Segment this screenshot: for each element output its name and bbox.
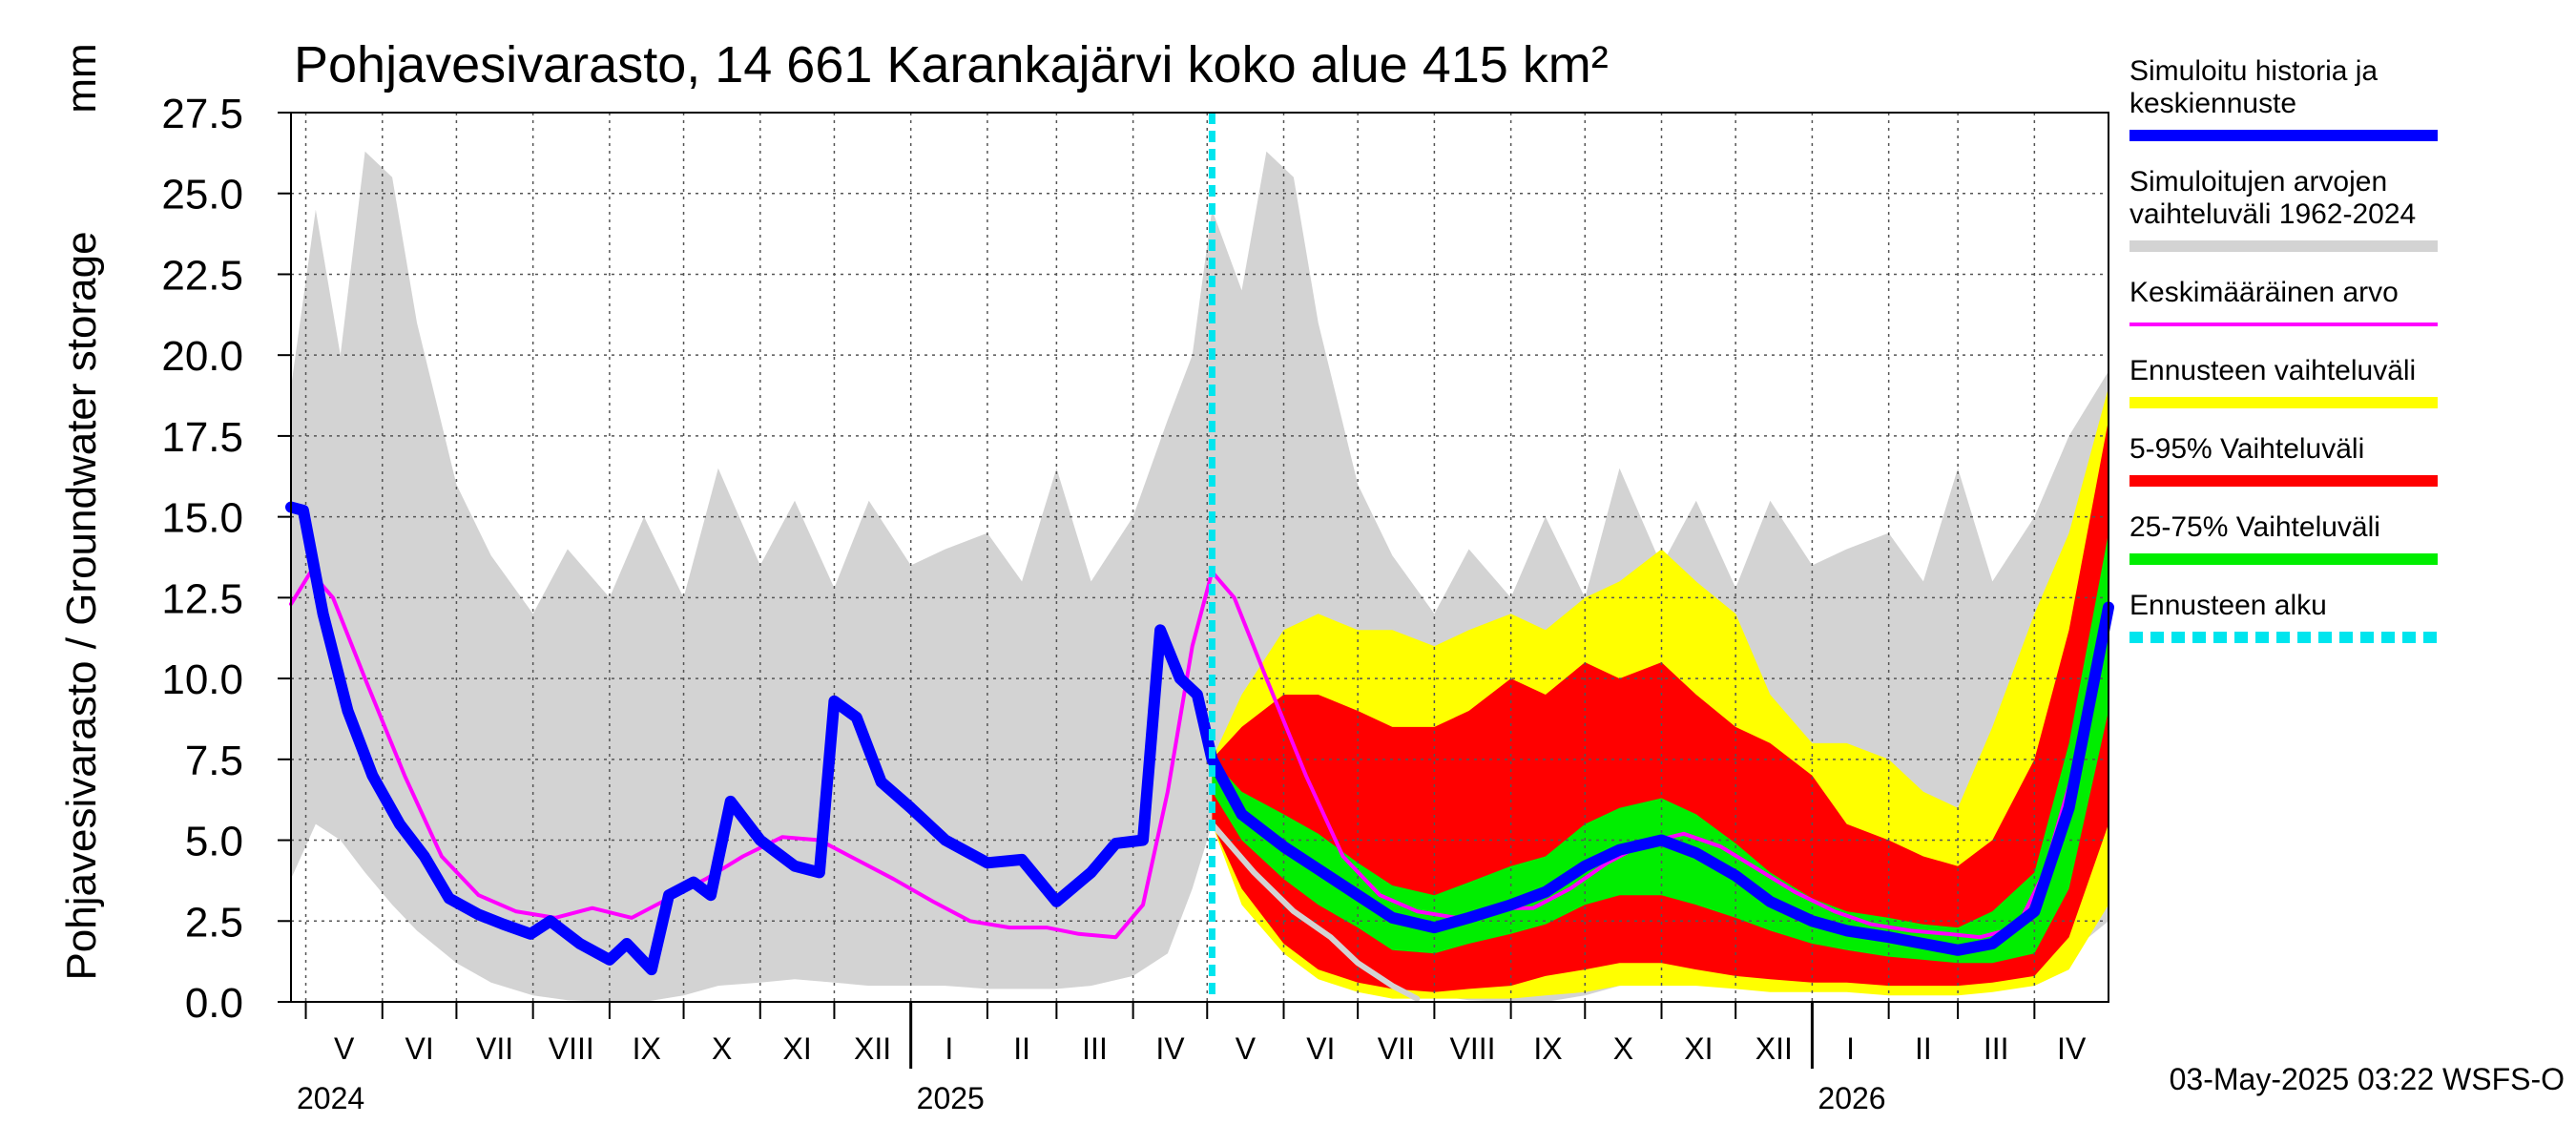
line-layer bbox=[285, 113, 2114, 1002]
legend-label-1: vaihteluväli 1962-2024 bbox=[2129, 198, 2416, 230]
legend-label-5: 25-75% Vaihteluväli bbox=[2129, 511, 2380, 543]
footer-timestamp: 03-May-2025 03:22 WSFS-O bbox=[2170, 1062, 2565, 1096]
band-2 bbox=[1212, 420, 2109, 992]
month-label: VII bbox=[476, 1031, 513, 1066]
plot-frame bbox=[290, 112, 2109, 1003]
year-label: 2025 bbox=[917, 1081, 985, 1115]
month-label: III bbox=[1984, 1031, 2009, 1066]
legend-label-1: Simuloitujen arvojen bbox=[2129, 166, 2387, 198]
month-label: VI bbox=[405, 1031, 433, 1066]
chart-title: Pohjavesivarasto, 14 661 Karankajärvi ko… bbox=[294, 36, 1609, 94]
y-tick-label: 20.0 bbox=[161, 333, 243, 380]
month-label: XII bbox=[854, 1031, 891, 1066]
y-tick-label: 2.5 bbox=[185, 899, 243, 946]
band-layer bbox=[291, 151, 2109, 1002]
year-label: 2024 bbox=[297, 1081, 364, 1115]
y-tick-label: 17.5 bbox=[161, 414, 243, 461]
y-tick-label: 5.0 bbox=[185, 819, 243, 865]
month-label: IV bbox=[2057, 1031, 2087, 1066]
month-label: VIII bbox=[1450, 1031, 1496, 1066]
y-tick-label: 12.5 bbox=[161, 575, 243, 622]
y-tick-label: 15.0 bbox=[161, 495, 243, 542]
y-tick-label: 27.5 bbox=[161, 91, 243, 137]
month-label: IX bbox=[633, 1031, 661, 1066]
legend-label-2: Keskimääräinen arvo bbox=[2129, 277, 2399, 308]
y-tick-label: 10.0 bbox=[161, 656, 243, 703]
month-label: I bbox=[1846, 1031, 1855, 1066]
month-label: IV bbox=[1155, 1031, 1185, 1066]
y-tick-label: 7.5 bbox=[185, 738, 243, 784]
month-label: V bbox=[334, 1031, 355, 1066]
month-label: II bbox=[1915, 1031, 1932, 1066]
legend-label-3: Ennusteen vaihteluväli bbox=[2129, 355, 2416, 386]
month-label: VIII bbox=[549, 1031, 594, 1066]
year-label: 2026 bbox=[1818, 1081, 1885, 1115]
month-label: X bbox=[1613, 1031, 1633, 1066]
month-label: X bbox=[712, 1031, 732, 1066]
month-label: XII bbox=[1755, 1031, 1793, 1066]
grid-layer bbox=[291, 113, 2109, 1002]
series-line-2 bbox=[1209, 821, 1421, 1002]
month-label: IX bbox=[1533, 1031, 1562, 1066]
axes-layer: 0.0 2.5 5.0 7.5 10.0 12.5 15.0 17.5 20.0 22.5 25.0… bbox=[161, 91, 2109, 1115]
month-label: III bbox=[1082, 1031, 1108, 1066]
month-label: VI bbox=[1306, 1031, 1335, 1066]
legend-label-0: keskiennuste bbox=[2129, 88, 2296, 119]
legend-label-0: Simuloitu historia ja bbox=[2129, 55, 2378, 87]
y-tick-label: 22.5 bbox=[161, 252, 243, 299]
legend-label-6: Ennusteen alku bbox=[2129, 590, 2327, 621]
month-label: II bbox=[1013, 1031, 1030, 1066]
legend-label-4: 5-95% Vaihteluväli bbox=[2129, 433, 2364, 465]
month-label: XI bbox=[782, 1031, 811, 1066]
month-label: V bbox=[1236, 1031, 1257, 1066]
series-line-0 bbox=[289, 570, 2110, 940]
month-label: I bbox=[945, 1031, 953, 1066]
month-label: VII bbox=[1378, 1031, 1415, 1066]
y-axis-label: Pohjavesivarasto / Groundwater storage bbox=[58, 231, 105, 980]
y-tick-label: 0.0 bbox=[185, 980, 243, 1027]
series-line-1 bbox=[285, 501, 2114, 976]
y-axis-unit: mm bbox=[58, 43, 105, 113]
month-label: XI bbox=[1684, 1031, 1713, 1066]
y-tick-label: 25.0 bbox=[161, 172, 243, 219]
